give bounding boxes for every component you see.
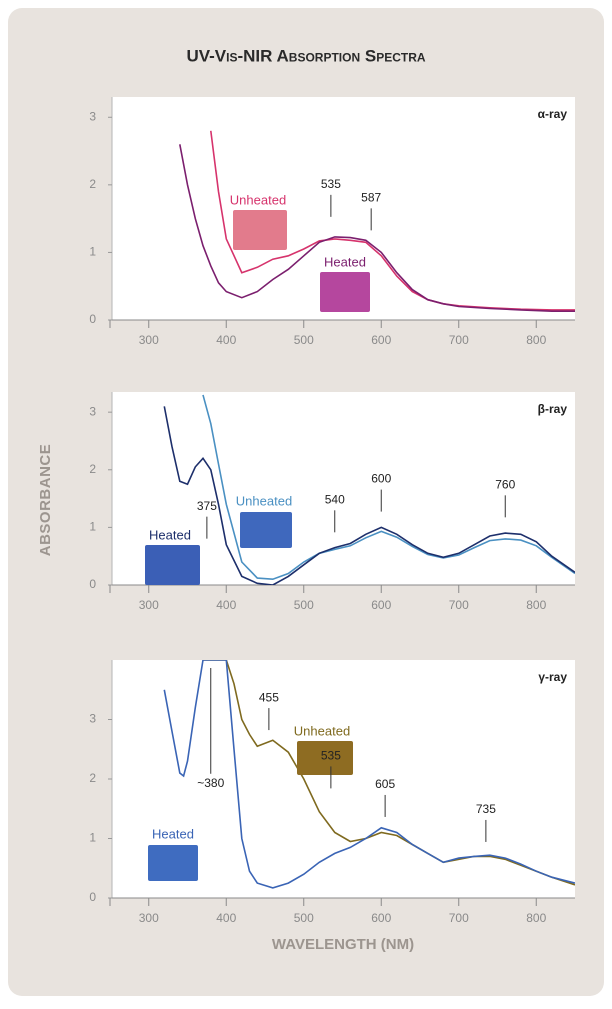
sample-swatch: [233, 210, 287, 250]
x-tick-label: 600: [371, 598, 391, 612]
x-tick-label: 300: [139, 333, 159, 347]
peak-label: 760: [495, 478, 515, 492]
x-tick-label: 600: [371, 911, 391, 925]
peak-label: 455: [259, 690, 279, 704]
legend-label: Unheated: [294, 723, 350, 738]
x-tick-label: 800: [526, 333, 546, 347]
x-tick-label: 600: [371, 333, 391, 347]
x-tick-label: 700: [449, 333, 469, 347]
y-tick-label: 0: [89, 577, 96, 591]
y-tick-label: 0: [89, 890, 96, 904]
legend-label: Unheated: [236, 493, 292, 508]
legend-label: Unheated: [230, 192, 286, 207]
peak-label: ~380: [197, 776, 224, 790]
series-line: [163, 660, 575, 889]
x-tick-label: 400: [216, 598, 236, 612]
panel-label: α-ray: [538, 107, 568, 121]
legend-label: Heated: [324, 254, 366, 269]
y-tick-label: 3: [89, 109, 96, 123]
x-axis-label-text: Wavelength (nm): [272, 936, 414, 953]
x-tick-label: 800: [526, 598, 546, 612]
x-tick-label: 300: [139, 911, 159, 925]
sample-swatch: [145, 545, 200, 585]
y-tick-label: 1: [89, 520, 96, 534]
legend-label: Heated: [152, 826, 194, 841]
panel-label: γ-ray: [538, 670, 567, 684]
y-tick-label: 1: [89, 245, 96, 259]
peak-label: 735: [476, 802, 496, 816]
peak-label: 375: [197, 499, 217, 513]
y-tick-label: 2: [89, 177, 96, 191]
x-tick-label: 400: [216, 333, 236, 347]
y-tick-label: 2: [89, 462, 96, 476]
peak-label: 540: [325, 492, 345, 506]
x-tick-label: 500: [294, 598, 314, 612]
y-tick-label: 2: [89, 771, 96, 785]
figure-title: UV-Vis-NIR Absorption Spectra: [186, 46, 425, 65]
series-line: [179, 144, 575, 312]
y-tick-label: 3: [89, 712, 96, 726]
x-tick-label: 300: [139, 598, 159, 612]
series-line: [163, 406, 575, 585]
peak-label: 587: [361, 191, 381, 205]
x-tick-label: 700: [449, 911, 469, 925]
sample-swatch: [148, 845, 198, 881]
sample-swatch: [240, 512, 292, 548]
x-tick-label: 800: [526, 911, 546, 925]
x-tick-label: 700: [449, 598, 469, 612]
peak-label: 535: [321, 749, 341, 763]
panel-label: β-ray: [538, 402, 568, 416]
series-line: [202, 394, 575, 581]
y-tick-label: 3: [89, 404, 96, 418]
peak-label: 600: [371, 472, 391, 486]
y-tick-label: 0: [89, 312, 96, 326]
x-axis-label: Wavelength (nm): [272, 936, 414, 953]
sample-swatch: [320, 272, 370, 312]
sample-swatch: [297, 741, 353, 775]
peak-label: 605: [375, 777, 395, 791]
x-tick-label: 400: [216, 911, 236, 925]
legend-label: Heated: [149, 527, 191, 542]
y-tick-label: 1: [89, 831, 96, 845]
x-tick-label: 500: [294, 333, 314, 347]
y-axis-label: Absorbance: [37, 444, 54, 557]
x-tick-label: 500: [294, 911, 314, 925]
series-line: [203, 660, 575, 886]
peak-label: 535: [321, 177, 341, 191]
